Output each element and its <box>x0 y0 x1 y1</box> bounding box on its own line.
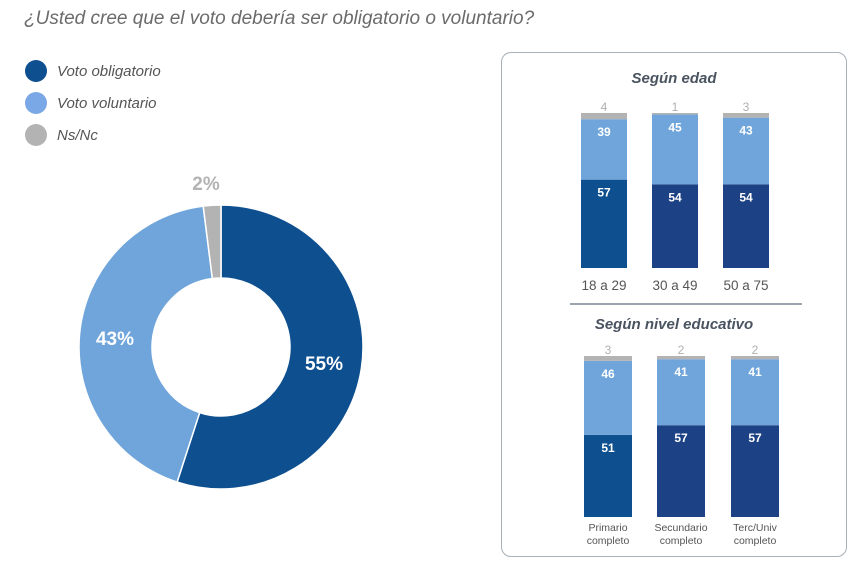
chart-title: ¿Usted cree que el voto debería ser obli… <box>24 8 535 29</box>
bar-segment <box>731 425 779 517</box>
education-chart-title: Según nivel educativo <box>594 316 754 333</box>
category-label: 50 a 75 <box>723 278 768 293</box>
age-chart-title: Según edad <box>631 70 717 87</box>
bar-segment <box>731 359 779 426</box>
category-label: Secundario <box>654 522 707 534</box>
legend-dot <box>25 124 47 146</box>
bar-value-label: 54 <box>739 190 753 204</box>
bar-value-label: 2 <box>752 343 759 357</box>
bar-segment <box>723 117 769 185</box>
category-label: completo <box>660 535 703 547</box>
bar-segment <box>584 434 632 517</box>
category-label: completo <box>587 535 630 547</box>
bar-value-label: 2 <box>678 343 685 357</box>
bar-segment <box>657 359 705 426</box>
bar-value-label: 3 <box>605 343 612 357</box>
bar-segment <box>584 360 632 435</box>
bar-value-label: 3 <box>743 100 750 114</box>
bar-value-label: 57 <box>748 431 762 445</box>
bar-segment <box>652 114 698 185</box>
bar-value-label: 57 <box>597 186 611 200</box>
bar-segment <box>581 113 627 120</box>
category-label: Terc/Univ <box>733 522 778 534</box>
category-label: completo <box>734 535 777 547</box>
bar-segment <box>652 113 698 115</box>
bar-value-label: 41 <box>674 365 688 379</box>
slice-nsnc <box>202 204 222 280</box>
bar-segment <box>657 356 705 360</box>
bar-value-label: 43 <box>739 124 753 138</box>
bar-value-label: 4 <box>601 100 608 114</box>
legend-dot <box>25 92 47 114</box>
bar-segment <box>723 113 769 118</box>
bar-segment <box>584 356 632 361</box>
legend-label: Voto voluntario <box>57 94 157 112</box>
category-label: 30 a 49 <box>652 278 697 293</box>
bar-segment <box>581 119 627 180</box>
bar-segment <box>723 184 769 268</box>
bar-segment <box>581 179 627 268</box>
slice-voluntario <box>78 205 214 483</box>
legend-item-nsnc: Ns/Nc <box>25 124 98 146</box>
legend-item-obligatorio: Voto obligatorio <box>25 60 161 82</box>
bar-value-label: 51 <box>601 441 615 455</box>
category-label: 18 a 29 <box>581 278 626 293</box>
slice-label: 2% <box>192 174 220 195</box>
bar-segment <box>731 356 779 360</box>
bar-value-label: 39 <box>597 125 611 139</box>
slice-obligatorio <box>176 204 364 490</box>
slice-label: 55% <box>305 354 343 375</box>
bar-value-label: 57 <box>674 431 688 445</box>
breakdown-panel <box>501 52 847 557</box>
donut-chart: 55% 43% 2% <box>78 174 364 490</box>
divider <box>570 303 802 305</box>
slice-label: 43% <box>96 329 134 350</box>
legend-label: Ns/Nc <box>57 126 98 144</box>
legend-item-voluntario: Voto voluntario <box>25 92 157 114</box>
bar-value-label: 41 <box>748 365 762 379</box>
legend-dot <box>25 60 47 82</box>
bar-segment <box>657 425 705 517</box>
bar-value-label: 46 <box>601 367 615 381</box>
bar-value-label: 54 <box>668 190 682 204</box>
bar-value-label: 45 <box>668 121 682 135</box>
bar-segment <box>652 184 698 268</box>
category-label: Primario <box>588 522 627 534</box>
bar-value-label: 1 <box>672 100 679 114</box>
legend-label: Voto obligatorio <box>57 62 161 80</box>
